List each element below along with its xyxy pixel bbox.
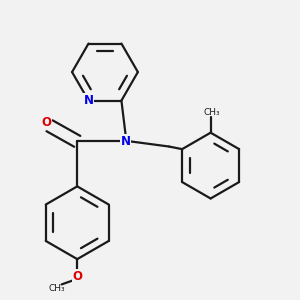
Text: N: N	[121, 135, 131, 148]
Text: O: O	[72, 270, 82, 283]
Text: CH₃: CH₃	[48, 284, 65, 293]
Text: O: O	[41, 116, 51, 129]
Text: N: N	[83, 94, 94, 107]
Text: CH₃: CH₃	[203, 108, 220, 117]
